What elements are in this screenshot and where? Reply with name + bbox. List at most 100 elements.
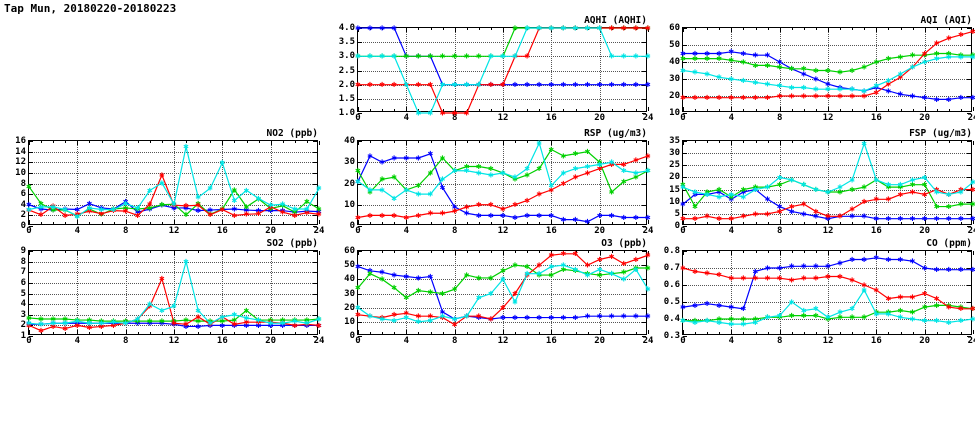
- data-point-marker: ✱: [765, 183, 771, 193]
- data-point-marker: ✱: [428, 209, 434, 219]
- data-point-marker: ✱: [813, 91, 819, 101]
- data-point-marker: ✱: [63, 205, 69, 215]
- x-tick-label: 20: [594, 113, 606, 123]
- y-tick-label: 50: [344, 260, 355, 271]
- data-point-marker: ✱: [549, 181, 555, 191]
- data-point-marker: ✱: [195, 317, 201, 327]
- data-point-marker: ✱: [946, 34, 952, 44]
- data-point-marker: ✱: [440, 209, 446, 219]
- gridline-vertical: [876, 141, 878, 224]
- x-tick: [29, 330, 30, 334]
- x-minor-tick-top: [803, 28, 805, 30]
- y-tick: [29, 172, 33, 174]
- data-point-marker: ✱: [416, 108, 422, 118]
- data-point-marker: ✱: [729, 74, 735, 84]
- x-minor-tick-top: [900, 141, 902, 143]
- series-layer-aqhi: ✱ ✱ ✱ ✱✱ ✱ ✱✱ ✱ ✱ ✱ ✱ ✱ ✱ ✱ ✱ ✱ ✱ ✱ ✱ ✱ ✱ ✱ ✱ ✱✱ ✱ ✱ ✱ ✱ ✱ ✱ ✱ ✱ ✱ ✱ ✱ ✱✱ ✱…: [355, 23, 651, 118]
- data-point-marker: ✱: [416, 286, 422, 296]
- data-point-marker: ✱: [633, 263, 639, 273]
- data-point-marker: ✱: [512, 52, 518, 62]
- x-minor-tick-top: [864, 28, 866, 30]
- data-point-marker: ✱: [280, 315, 286, 325]
- data-point-marker: ✱: [958, 303, 964, 313]
- data-point-marker: ✱: [280, 201, 286, 211]
- data-point-marker: ✱: [147, 319, 153, 329]
- data-point-marker: ✱: [934, 214, 940, 224]
- x-tick: [779, 220, 781, 224]
- y-tick-label: 1.5: [338, 93, 355, 104]
- data-point-marker: ✱: [633, 173, 639, 183]
- x-tick-top: [174, 251, 175, 255]
- gridline-vertical: [174, 141, 175, 224]
- y-tick-right: [967, 213, 971, 215]
- data-point-marker: ✱: [232, 185, 238, 195]
- x-tick-top: [125, 251, 127, 255]
- data-point-marker: ✱: [561, 265, 567, 275]
- data-point-marker: ✱: [524, 23, 530, 33]
- data-point-marker: ✱: [862, 280, 868, 290]
- data-point-marker: ✱: [934, 185, 940, 195]
- data-point-marker: ✱: [561, 168, 567, 178]
- x-tick-top: [648, 28, 649, 32]
- gridline-vertical: [828, 28, 829, 111]
- x-minor-tick-top: [490, 251, 492, 253]
- x-minor-tick: [960, 222, 962, 224]
- data-point-marker: ✱: [392, 80, 398, 90]
- data-point-marker: ✱: [837, 258, 843, 268]
- x-minor-tick: [852, 109, 854, 111]
- y-tick: [29, 226, 33, 227]
- y-tick: [29, 261, 33, 263]
- y-tick-label: 10: [669, 196, 680, 207]
- x-minor-tick: [41, 332, 43, 334]
- data-point-marker: ✱: [898, 52, 904, 62]
- x-minor-tick: [161, 222, 163, 224]
- data-point-marker: ✱: [232, 315, 238, 325]
- gridline-horizontal: [29, 261, 317, 263]
- data-point-marker: ✱: [765, 263, 771, 273]
- data-point-marker: ✱: [765, 80, 771, 90]
- data-point-marker: ✱: [488, 314, 494, 324]
- y-tick-right: [313, 282, 317, 284]
- x-tick: [648, 107, 649, 111]
- x-minor-tick-top: [394, 141, 396, 143]
- data-point-marker: ✱: [561, 80, 567, 90]
- data-point-marker: ✱: [379, 52, 385, 62]
- x-minor-tick: [466, 222, 468, 224]
- x-minor-tick: [65, 332, 67, 334]
- x-minor-tick: [65, 222, 67, 224]
- y-tick-right: [967, 45, 971, 46]
- data-point-marker: ✱: [573, 149, 579, 159]
- data-point-marker: ✱: [355, 166, 361, 176]
- data-point-marker: ✱: [753, 274, 759, 284]
- x-minor-tick-top: [53, 141, 55, 143]
- series-o3-series_1: ✱ ✱ ✱ ✱ ✱ ✱ ✱✱✱ ✱ ✱ ✱ ✱ ✱ ✱ ✱ ✱ ✱ ✱ ✱ ✱ ✱ ✱ ✱ ✱: [355, 262, 651, 324]
- series-layer-no2: ✱ ✱ ✱ ✱ ✱✱ ✱ ✱✱✱ ✱ ✱ ✱ ✱ ✱ ✱ ✱ ✱ ✱ ✱ ✱ ✱ ✱ ✱ ✱✱✱✱ ✱✱✱✱✱ ✱ ✱ ✱ ✱ ✱✱✱…: [26, 142, 322, 222]
- data-point-marker: ✱: [440, 153, 446, 163]
- data-point-marker: ✱: [729, 214, 735, 224]
- gridline-horizontal: [683, 62, 971, 63]
- data-point-marker: ✱: [123, 207, 129, 217]
- data-point-marker: ✱: [597, 160, 603, 170]
- x-tick-label: 12: [497, 113, 509, 123]
- data-point-marker: ✱: [159, 317, 165, 327]
- series-line: [357, 253, 649, 326]
- x-minor-tick-top: [442, 251, 444, 253]
- x-tick: [503, 330, 504, 334]
- x-minor-tick-top: [306, 251, 308, 253]
- data-point-marker: ✱: [777, 263, 783, 273]
- data-point-marker: ✱: [392, 52, 398, 62]
- data-point-marker: ✱: [440, 108, 446, 118]
- x-minor-tick: [294, 332, 296, 334]
- data-point-marker: ✱: [645, 151, 651, 161]
- gridline-vertical: [174, 251, 175, 334]
- x-minor-tick-top: [623, 28, 625, 30]
- data-point-marker: ✱: [292, 315, 298, 325]
- series-line: [28, 276, 320, 332]
- data-point-marker: ✱: [452, 285, 458, 295]
- y-tick: [29, 304, 33, 306]
- y-tick: [358, 42, 362, 44]
- y-tick: [29, 194, 33, 196]
- y-tick-label: 1: [20, 331, 26, 341]
- data-point-marker: ✱: [379, 175, 385, 185]
- data-point-marker: ✱: [379, 23, 385, 33]
